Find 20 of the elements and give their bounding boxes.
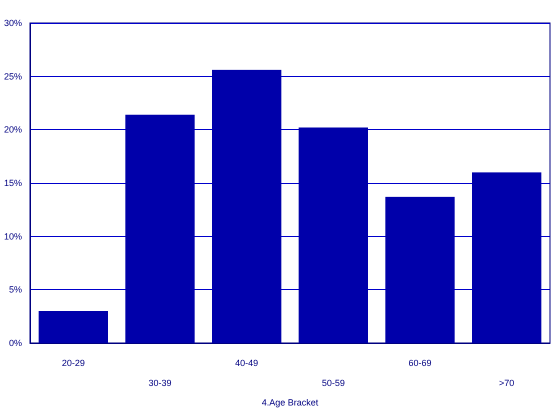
x-tick-label: 30-39 [148, 378, 172, 388]
y-tick-label: 5% [8, 284, 22, 295]
bar [212, 70, 282, 343]
bar [385, 196, 455, 343]
bar [298, 128, 368, 343]
x-axis-title: 4.Age Bracket [262, 397, 319, 408]
bar [472, 172, 542, 343]
y-tick-label: 25% [4, 71, 22, 82]
y-tick-label: 10% [4, 231, 22, 242]
y-tick-label: 0% [8, 338, 22, 348]
x-tick-label: 40-49 [235, 358, 258, 368]
x-tick-label: 60-69 [408, 358, 432, 368]
y-tick-label: 30% [4, 18, 22, 28]
y-tick-label: 15% [4, 178, 22, 188]
x-tick-label: 20-29 [62, 358, 85, 368]
y-tick-label: 20% [4, 124, 22, 135]
bar [38, 311, 108, 343]
bar [125, 114, 195, 343]
x-tick-label: >70 [499, 378, 514, 388]
x-tick-label: 50-59 [322, 378, 345, 388]
